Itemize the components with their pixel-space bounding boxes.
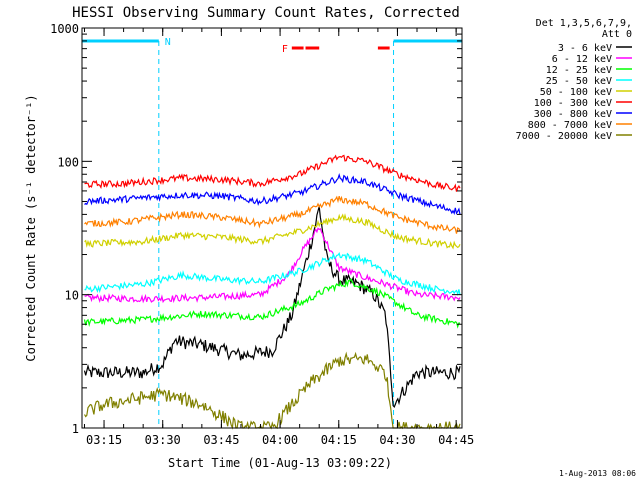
series-line-6 <box>84 173 461 216</box>
x-tick-label-6: 04:45 <box>438 433 474 447</box>
legend-header-line-1: Det 1,3,5,6,7,9, <box>536 18 632 29</box>
legend-label-1: 6 - 12 keV <box>552 54 612 65</box>
series-line-5 <box>84 154 461 192</box>
series-line-3 <box>84 251 461 297</box>
legend-label-3: 25 - 50 keV <box>546 76 612 87</box>
y-axis-label: Corrected Count Rate (s⁻¹ detector⁻¹) <box>24 94 38 361</box>
legend-label-7: 800 - 7000 keV <box>528 120 612 131</box>
y-tick-label-0: 1 <box>72 422 79 436</box>
x-tick-label-3: 04:00 <box>262 433 298 447</box>
y-tick-label-1: 10 <box>65 289 79 303</box>
legend-header-line-2: Att 0 <box>602 29 632 40</box>
series-line-1 <box>84 227 461 304</box>
y-tick-label-3: 1000 <box>50 22 79 36</box>
x-tick-label-5: 04:30 <box>379 433 415 447</box>
x-tick-label-0: 03:15 <box>86 433 122 447</box>
x-tick-label-1: 03:30 <box>145 433 181 447</box>
chart-title: HESSI Observing Summary Count Rates, Cor… <box>72 5 460 21</box>
flag-label-N: N <box>165 37 171 48</box>
series-line-4 <box>84 213 461 250</box>
x-axis-label: Start Time (01-Aug-13 03:09:22) <box>168 456 392 470</box>
plot-frame <box>81 27 463 429</box>
legend-label-0: 3 - 6 keV <box>558 43 612 54</box>
x-tick-label-4: 04:15 <box>321 433 357 447</box>
y-tick-label-2: 100 <box>57 155 79 169</box>
series-line-7 <box>84 195 461 234</box>
timestamp-label: 1-Aug-2013 08:06 <box>559 469 636 478</box>
series-line-2 <box>83 277 461 329</box>
legend-label-4: 50 - 100 keV <box>540 87 612 98</box>
legend-label-6: 300 - 800 keV <box>534 109 612 120</box>
legend-label-5: 100 - 300 keV <box>534 98 612 109</box>
legend-label-2: 12 - 25 keV <box>546 65 612 76</box>
legend-label-8: 7000 - 20000 keV <box>516 131 612 142</box>
series-line-0 <box>83 206 461 409</box>
x-tick-label-2: 03:45 <box>203 433 239 447</box>
flag-label-F: F <box>282 44 288 55</box>
